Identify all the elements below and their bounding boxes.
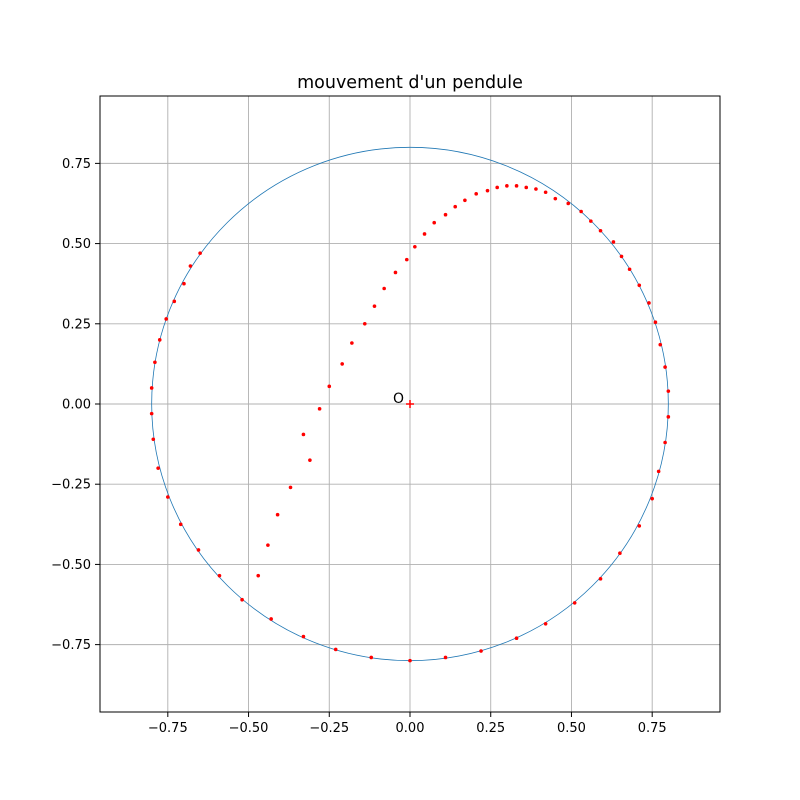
- data-point: [524, 185, 529, 190]
- x-tick-label: 0.50: [557, 721, 586, 736]
- data-point: [656, 469, 661, 474]
- data-point: [288, 485, 293, 490]
- x-tick-label: −0.50: [229, 721, 269, 736]
- data-point: [164, 317, 168, 321]
- data-point: [372, 304, 377, 308]
- data-point: [619, 254, 624, 259]
- y-tick-label: 0.50: [62, 237, 91, 252]
- data-point: [149, 386, 154, 390]
- data-point: [658, 342, 663, 347]
- data-point: [256, 573, 261, 578]
- y-tick-label: −0.25: [51, 478, 91, 493]
- data-point: [149, 411, 154, 416]
- data-point: [350, 341, 354, 345]
- data-point: [301, 432, 306, 437]
- data-point: [443, 212, 448, 217]
- data-point: [156, 466, 160, 470]
- data-point: [637, 524, 642, 528]
- data-point: [266, 543, 270, 547]
- data-point: [166, 495, 170, 499]
- y-tick-label: −0.50: [51, 558, 91, 573]
- data-point: [514, 636, 519, 641]
- data-point: [666, 389, 671, 393]
- plot-area: O −0.75 −0.50 −0.25 0.00 0.25 0.50 0.75 −0.75 −0.…: [51, 95, 721, 736]
- data-point: [589, 219, 593, 223]
- data-point: [495, 185, 499, 190]
- data-point: [301, 634, 306, 639]
- data-point: [408, 658, 412, 663]
- data-point: [618, 551, 622, 555]
- data-point: [663, 440, 667, 445]
- x-tick-label: −0.75: [148, 721, 188, 736]
- x-tick-label: 0.75: [638, 721, 667, 736]
- data-point: [327, 384, 332, 389]
- data-point: [579, 209, 583, 214]
- data-point: [479, 649, 483, 653]
- data-point: [474, 192, 478, 196]
- data-point: [196, 548, 201, 552]
- data-point: [505, 184, 509, 188]
- data-point: [543, 621, 548, 626]
- data-point: [369, 655, 374, 660]
- chart-title: mouvement d'un pendule: [297, 73, 523, 93]
- data-point: [340, 362, 344, 366]
- data-point: [432, 220, 437, 225]
- data-point: [627, 267, 632, 272]
- data-point: [317, 407, 322, 411]
- data-point: [611, 240, 616, 244]
- data-point: [413, 244, 417, 249]
- data-point: [151, 437, 156, 442]
- data-point: [647, 301, 651, 305]
- data-point: [188, 264, 193, 268]
- data-point: [198, 251, 202, 256]
- data-point: [485, 188, 490, 193]
- data-point: [182, 281, 186, 286]
- data-point: [269, 617, 273, 621]
- data-point: [178, 522, 183, 527]
- data-point: [308, 458, 312, 462]
- y-tick-label: 0.00: [62, 398, 91, 413]
- data-point: [534, 187, 538, 191]
- data-point: [572, 601, 577, 605]
- data-point: [666, 415, 671, 419]
- data-point: [514, 184, 519, 188]
- x-tick-label: 0.00: [396, 721, 425, 736]
- data-point: [240, 597, 244, 602]
- data-point: [422, 232, 427, 236]
- y-tick-label: 0.75: [62, 157, 91, 172]
- data-point: [382, 286, 386, 291]
- x-tick-label: −0.25: [309, 721, 349, 736]
- data-point: [333, 647, 338, 652]
- y-tick-label: 0.25: [62, 317, 91, 332]
- data-point: [553, 196, 558, 201]
- x-tick-label: 0.25: [476, 721, 505, 736]
- data-point: [637, 283, 642, 288]
- data-point: [653, 320, 658, 324]
- data-point: [153, 360, 157, 365]
- data-point: [443, 655, 448, 660]
- y-tick-label: −0.75: [51, 638, 91, 653]
- data-point: [157, 338, 162, 342]
- data-point: [404, 257, 409, 262]
- data-point: [650, 496, 654, 501]
- origin-label: O: [393, 391, 404, 407]
- data-point: [598, 228, 603, 233]
- data-point: [453, 204, 458, 209]
- data-point: [598, 577, 603, 581]
- data-point: [566, 201, 571, 206]
- data-point: [663, 365, 667, 369]
- data-point: [543, 190, 548, 195]
- data-point: [172, 299, 177, 304]
- data-point: [362, 321, 367, 326]
- data-point: [217, 573, 222, 578]
- data-point: [393, 270, 398, 275]
- data-point: [463, 198, 467, 203]
- data-point: [275, 512, 280, 517]
